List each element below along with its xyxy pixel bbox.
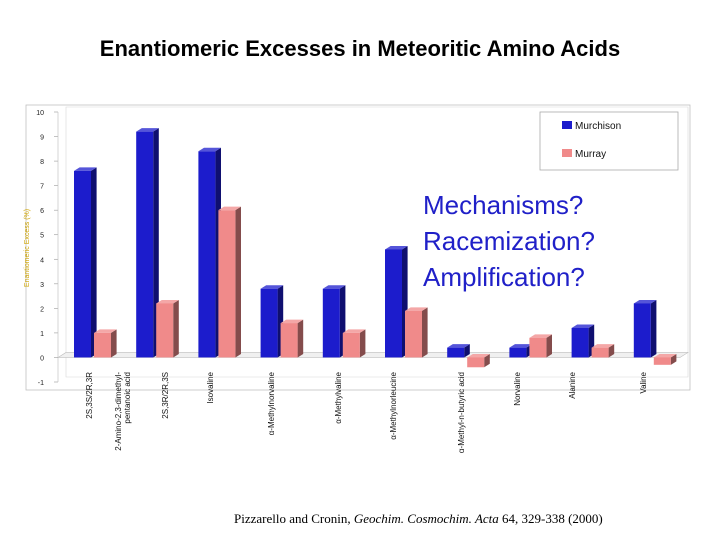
- bar-murchison: [447, 347, 465, 358]
- bar-side-murray: [670, 353, 677, 365]
- x-category-label: α-Methylnorleucine: [389, 371, 398, 439]
- y-tick-label: 2: [40, 306, 44, 313]
- bar-side-murray: [546, 334, 552, 358]
- bar-murchison: [385, 249, 402, 358]
- bar-murchison: [260, 288, 278, 358]
- bar-murray: [591, 347, 609, 358]
- bar-side-murray: [297, 319, 304, 358]
- y-tick-label: 10: [36, 110, 44, 117]
- bar-side-murray: [235, 206, 241, 358]
- y-tick-label: 7: [40, 184, 44, 191]
- x-category-label: α-Methylvaline: [334, 371, 343, 423]
- bar-side-murray: [484, 353, 490, 368]
- bar-top-murchison: [322, 285, 346, 289]
- y-tick-label: 6: [40, 208, 44, 215]
- bar-murray: [156, 303, 174, 358]
- y-tick-label: 8: [40, 159, 44, 166]
- bar-top-murray: [280, 319, 304, 324]
- bar-top-murray: [467, 353, 490, 358]
- bar-murray: [653, 357, 671, 365]
- bar-top-murchison: [447, 344, 470, 348]
- x-category-label: α-Methyl-n-butyric acid: [457, 372, 466, 453]
- x-category-label: Valine: [639, 371, 648, 393]
- citation-details: 64, 329-338 (2000): [498, 511, 603, 526]
- y-tick-label: -1: [38, 380, 44, 387]
- callout-racemization: Racemization?: [423, 226, 595, 256]
- bar-murray: [280, 323, 298, 358]
- bar-top-murchison: [571, 324, 595, 328]
- citation: Pizzarello and Cronin, Geochim. Cosmochi…: [234, 511, 603, 527]
- y-tick-label: 1: [40, 331, 44, 338]
- bar-top-murray: [591, 344, 615, 348]
- bar-side-murray: [111, 329, 117, 358]
- slide-title: Enantiomeric Excesses in Meteoritic Amin…: [99, 36, 621, 61]
- bar-side-murray: [359, 329, 366, 358]
- x-category-label: α-Methylnorvaline: [267, 371, 276, 435]
- bar-top-murchison: [136, 128, 159, 132]
- callout-amplification: Amplification?: [423, 262, 585, 292]
- x-category-label: pentanoic acid: [123, 372, 132, 424]
- bar-murchison: [322, 288, 340, 358]
- x-category-label: Alanine: [568, 371, 577, 398]
- y-tick-label: 0: [40, 355, 44, 362]
- bar-top-murchison: [385, 245, 408, 250]
- bar-side-murray: [608, 344, 615, 358]
- legend-swatch-murray: [562, 149, 572, 157]
- citation-authors: Pizzarello and Cronin,: [234, 511, 354, 526]
- bar-top-murray: [342, 329, 366, 333]
- callout-questions: Mechanisms? Racemization? Amplification?: [423, 187, 595, 295]
- legend-swatch-murchison: [562, 121, 572, 129]
- bar-top-murchison: [509, 344, 532, 348]
- bar-side-murchison: [464, 344, 470, 358]
- y-tick-label: 4: [40, 257, 44, 264]
- bar-murray: [467, 357, 485, 368]
- citation-journal: Geochim. Cosmochim. Acta: [353, 511, 499, 526]
- x-category-label: 2S,3R/2R,3S: [161, 372, 170, 419]
- bar-top-murchison: [260, 285, 284, 289]
- bar-murray: [529, 337, 547, 358]
- bar-top-murray: [94, 329, 117, 333]
- bar-side-murchison: [153, 128, 159, 358]
- bar-murray: [94, 332, 111, 358]
- legend-label-murchison: Murchison: [575, 121, 621, 132]
- bar-side-murchison: [650, 299, 657, 358]
- y-tick-label: 5: [40, 233, 44, 240]
- bar-side-murray: [173, 299, 179, 358]
- bar-top-murray: [405, 307, 428, 311]
- y-axis-label: Enantiomeric Excess (%): [24, 209, 31, 287]
- bar-side-murchison: [91, 167, 97, 358]
- bar-top-murray: [218, 206, 241, 211]
- x-category-label: Norvaline: [513, 371, 522, 405]
- bar-top-murchison: [74, 167, 97, 171]
- bar-murchison: [633, 303, 651, 358]
- y-tick-label: 3: [40, 282, 44, 289]
- bar-top-murray: [653, 353, 677, 358]
- bar-murray: [218, 210, 236, 358]
- callout-mechanisms: Mechanisms?: [423, 190, 584, 220]
- bar-top-murchison: [198, 147, 221, 152]
- bar-murchison: [509, 347, 527, 358]
- bar-murchison: [198, 151, 216, 358]
- bar-murchison: [571, 328, 589, 358]
- bar-top-murray: [529, 334, 552, 338]
- bar-side-murray: [422, 307, 428, 358]
- y-tick-label: 9: [40, 135, 44, 142]
- bar-murchison: [136, 131, 154, 358]
- bar-top-murray: [156, 299, 179, 304]
- bar-top-murchison: [633, 299, 657, 304]
- legend-label-murray: Murray: [575, 149, 606, 160]
- bar-murray: [342, 332, 360, 358]
- bar-murray: [405, 310, 422, 358]
- x-category-label: Isovaline: [206, 371, 215, 403]
- x-category-label: 2S,3S/2R,3R: [85, 372, 94, 419]
- x-category-label: 2-Amino-2,3-dimethyl-: [114, 372, 123, 451]
- bar-murchison: [74, 170, 91, 358]
